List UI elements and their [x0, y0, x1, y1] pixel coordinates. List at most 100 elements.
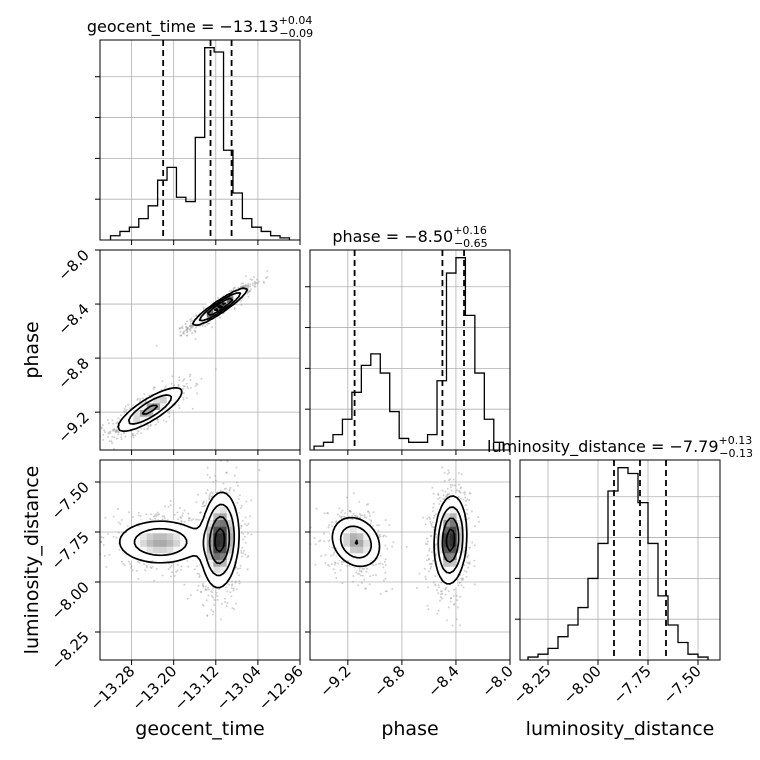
- density-cell: [126, 416, 134, 424]
- density-cell: [370, 540, 378, 548]
- scatter-point: [91, 547, 93, 549]
- scatter-point: [384, 519, 387, 522]
- scatter-point: [439, 599, 441, 602]
- panel-hist-luminosity_distance: −8.25 −8.00 −7.75 −7.50: [510, 459, 721, 707]
- scatter-point: [356, 515, 359, 518]
- scatter-point: [216, 594, 219, 597]
- scatter-point: [341, 582, 344, 585]
- scatter-point: [241, 285, 244, 288]
- scatter-point: [248, 290, 251, 293]
- scatter-point: [328, 524, 331, 527]
- density-cell: [213, 553, 221, 561]
- scatter-point: [351, 580, 354, 583]
- scatter-point: [242, 532, 245, 535]
- scatter-point: [112, 422, 115, 425]
- scatter-point: [455, 618, 458, 621]
- scatter-point: [359, 574, 362, 577]
- density-cell: [126, 546, 134, 554]
- density-cell: [233, 296, 241, 304]
- scatter-point: [163, 515, 166, 518]
- scatter-point: [169, 500, 172, 502]
- density-cell: [126, 533, 134, 541]
- scatter-point: [211, 587, 214, 590]
- density-cell: [363, 560, 371, 568]
- density-cell: [376, 540, 384, 548]
- scatter-point: [165, 420, 168, 423]
- density-cell: [336, 540, 344, 548]
- density-cell: [173, 533, 181, 541]
- scatter-point: [224, 487, 227, 490]
- density-cell: [343, 533, 351, 541]
- density-cell: [450, 500, 458, 508]
- scatter-point: [233, 287, 236, 289]
- scatter-point: [111, 419, 114, 422]
- density-cell: [146, 410, 154, 418]
- scatter-point: [202, 585, 205, 588]
- scatter-point: [202, 501, 205, 504]
- density-cell: [120, 533, 128, 541]
- scatter-point: [245, 500, 248, 503]
- scatter-point: [204, 325, 207, 328]
- scatter-point: [186, 320, 188, 323]
- scatter-point: [195, 314, 198, 317]
- density-cell: [443, 500, 451, 508]
- scatter-point: [197, 493, 199, 496]
- scatter-point: [423, 567, 426, 570]
- scatter-point: [368, 514, 371, 517]
- scatter-point: [428, 549, 431, 552]
- scatter-point: [210, 590, 213, 593]
- scatter-point: [239, 567, 241, 570]
- scatter-point: [208, 476, 211, 479]
- density-cell: [443, 573, 451, 581]
- scatter-point: [190, 326, 192, 329]
- panel-content: [310, 466, 480, 627]
- scatter-point: [470, 510, 473, 513]
- contour-line: [213, 302, 226, 312]
- density-cell: [220, 493, 228, 501]
- scatter-point: [235, 588, 238, 591]
- scatter-point: [155, 344, 158, 347]
- scatter-point: [135, 569, 138, 572]
- scatter-point: [464, 504, 467, 507]
- scatter-point: [177, 383, 180, 386]
- scatter-point: [224, 600, 226, 603]
- scatter-point: [249, 278, 252, 281]
- scatter-point: [382, 566, 385, 569]
- scatter-point: [189, 324, 192, 327]
- scatter-point: [196, 589, 199, 592]
- scatter-point: [240, 504, 243, 507]
- scatter-point: [431, 525, 434, 528]
- title-text: geocent_time = −13.13: [87, 17, 279, 37]
- scatter-point: [251, 278, 254, 281]
- density-cell: [443, 560, 451, 568]
- scatter-point: [237, 498, 240, 501]
- scatter-point: [381, 563, 384, 566]
- scatter-point: [195, 501, 198, 504]
- scatter-point: [466, 561, 469, 564]
- density-cell: [240, 290, 248, 298]
- scatter-point: [250, 499, 253, 502]
- scatter-point: [438, 496, 441, 499]
- density-cell: [226, 533, 234, 541]
- scatter-point: [240, 282, 243, 285]
- grid-hist-phase: [347, 250, 457, 450]
- y-tick-label: −8.0: [54, 246, 92, 284]
- scatter-point: [462, 491, 465, 494]
- density-cell: [213, 526, 221, 534]
- y-ticks: [515, 496, 720, 620]
- scatter-point: [214, 474, 217, 477]
- scatter-point: [324, 562, 327, 564]
- scatter-point: [438, 503, 441, 505]
- density-cell: [180, 526, 188, 534]
- scatter-point: [141, 397, 144, 400]
- scatter-point: [177, 404, 180, 407]
- scatter-point: [152, 388, 155, 390]
- density-cell: [126, 423, 134, 431]
- density-cell: [450, 506, 458, 514]
- scatter-point: [335, 577, 338, 579]
- scatter-point: [379, 554, 382, 557]
- density-cell: [153, 520, 161, 528]
- scatter-point: [229, 591, 232, 594]
- density-cell: [350, 520, 358, 528]
- scatter-point: [208, 497, 211, 500]
